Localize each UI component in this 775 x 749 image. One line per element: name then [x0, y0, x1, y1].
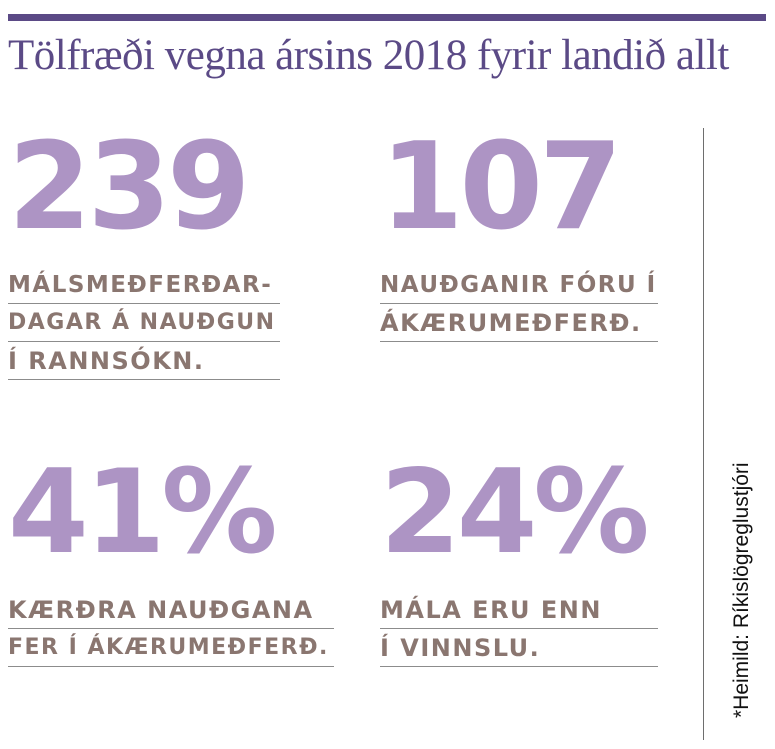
stat-description-line: Í RANNSÓKN.: [8, 342, 280, 380]
stat-value: 107: [380, 118, 622, 257]
stat-value: 24%: [380, 445, 650, 580]
top-rule: [8, 14, 766, 21]
stat-description-line: MÁLA ERU ENN: [380, 591, 658, 629]
stat-description: MÁLSMEÐFERÐAR- DAGAR Á NAUÐGUN Í RANNSÓK…: [8, 266, 280, 380]
stat-description-line: ÁKÆRUMEÐFERÐ.: [380, 304, 658, 342]
stat-block-prosecuted-rapes: 107 NAUÐGANIR FÓRU Í ÁKÆRUMEÐFERÐ.: [380, 118, 658, 342]
stat-description-line: FER Í ÁKÆRUMEÐFERÐ.: [8, 629, 334, 667]
vertical-divider: [703, 128, 704, 740]
stat-description-line: Í VINNSLU.: [380, 629, 658, 667]
stat-value: 239: [8, 118, 250, 257]
page-title: Tölfræði vegna ársins 2018 fyrir landið …: [8, 32, 729, 79]
stat-description: NAUÐGANIR FÓRU Í ÁKÆRUMEÐFERÐ.: [380, 266, 658, 342]
stat-block-reported-to-prosecution: 41% KÆRÐRA NAUÐGANA FER Í ÁKÆRUMEÐFERÐ.: [8, 445, 334, 667]
source-note: *Heimild: Ríkislögreglustjóri: [730, 462, 753, 718]
stat-block-cases-in-progress: 24% MÁLA ERU ENN Í VINNSLU.: [380, 445, 658, 667]
stat-description-line: DAGAR Á NAUÐGUN: [8, 304, 280, 342]
stat-description-line: KÆRÐRA NAUÐGANA: [8, 591, 334, 629]
stat-description: KÆRÐRA NAUÐGANA FER Í ÁKÆRUMEÐFERÐ.: [8, 591, 334, 667]
stat-description-line: NAUÐGANIR FÓRU Í: [380, 266, 658, 304]
stat-description: MÁLA ERU ENN Í VINNSLU.: [380, 591, 658, 667]
stat-block-processing-days: 239 MÁLSMEÐFERÐAR- DAGAR Á NAUÐGUN Í RAN…: [8, 118, 280, 380]
stat-value: 41%: [8, 445, 278, 580]
stat-description-line: MÁLSMEÐFERÐAR-: [8, 266, 280, 304]
